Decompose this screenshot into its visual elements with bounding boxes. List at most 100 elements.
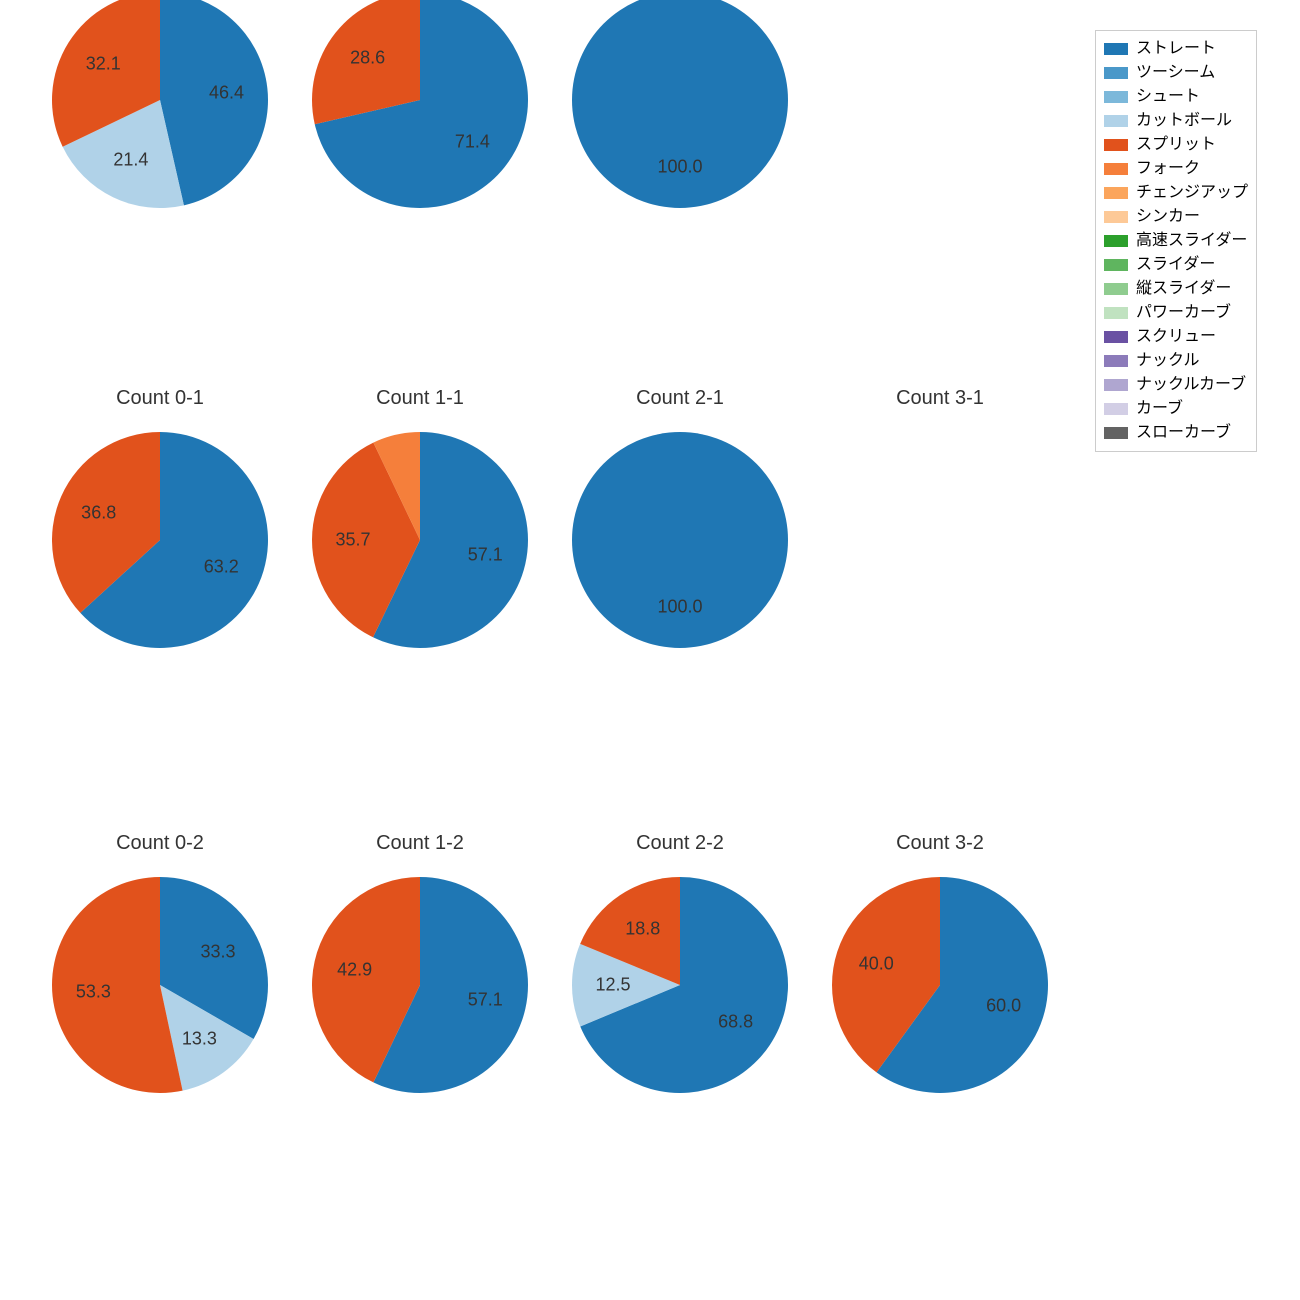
- legend-swatch: [1104, 211, 1128, 223]
- legend-swatch: [1104, 307, 1128, 319]
- panel-title: Count 0-2: [40, 832, 280, 855]
- pie-panel: Count 2-1100.0: [560, 432, 800, 648]
- slice-label: 60.0: [986, 995, 1021, 1016]
- pie-chart: 71.4 28.6: [312, 0, 528, 208]
- panel-title: Count 1-1: [300, 387, 540, 410]
- panel-title: Count 1-2: [300, 832, 540, 855]
- legend-item: 縦スライダー: [1104, 277, 1248, 301]
- panel-title: Count 3-2: [820, 832, 1060, 855]
- legend-swatch: [1104, 379, 1128, 391]
- legend-swatch: [1104, 427, 1128, 439]
- legend-item: シンカー: [1104, 205, 1248, 229]
- legend-label: ストレート: [1136, 37, 1216, 61]
- legend-label: パワーカーブ: [1136, 301, 1231, 325]
- slice-label: 53.3: [76, 982, 111, 1003]
- slice-label: 68.8: [718, 1012, 753, 1033]
- pie-chart: 100.0: [572, 432, 788, 648]
- legend-item: ツーシーム: [1104, 61, 1248, 85]
- legend-label: チェンジアップ: [1136, 181, 1248, 205]
- slice-label: 63.2: [204, 556, 239, 577]
- pie-panel: Count 3-0: [820, 0, 1060, 208]
- legend-item: フォーク: [1104, 157, 1248, 181]
- pie-panel: Count 0-046.421.432.1: [40, 0, 280, 208]
- pie-panel: Count 0-163.236.8: [40, 432, 280, 648]
- pie-panel: Count 2-0100.0: [560, 0, 800, 208]
- panel-title: Count 2-2: [560, 832, 800, 855]
- legend-swatch: [1104, 163, 1128, 175]
- legend-swatch: [1104, 67, 1128, 79]
- slice-label: 21.4: [113, 150, 148, 171]
- legend-swatch: [1104, 187, 1128, 199]
- legend-label: カーブ: [1136, 397, 1183, 421]
- chart-canvas: Count 0-046.421.432.1Count 1-071.428.6Co…: [0, 0, 1300, 1300]
- pie-chart: 57.1 42.9: [312, 877, 528, 1093]
- legend-swatch: [1104, 91, 1128, 103]
- pie-chart: 63.2 36.8: [52, 432, 268, 648]
- slice-label: 42.9: [337, 960, 372, 981]
- legend-item: ナックルカーブ: [1104, 373, 1248, 397]
- legend-label: 高速スライダー: [1136, 229, 1247, 253]
- slice-label: 40.0: [859, 954, 894, 975]
- legend: ストレートツーシームシュートカットボールスプリットフォークチェンジアップシンカー…: [1095, 30, 1257, 452]
- legend-label: ナックル: [1136, 349, 1200, 373]
- slice-label: 13.3: [182, 1029, 217, 1050]
- panel-title: Count 0-1: [40, 387, 280, 410]
- legend-item: ナックル: [1104, 349, 1248, 373]
- slice-label: 71.4: [455, 131, 490, 152]
- panel-title: Count 2-1: [560, 387, 800, 410]
- legend-swatch: [1104, 403, 1128, 415]
- legend-item: スライダー: [1104, 253, 1248, 277]
- slice-label: 35.7: [336, 529, 371, 550]
- legend-item: 高速スライダー: [1104, 229, 1248, 253]
- slice-label: 100.0: [657, 156, 702, 177]
- legend-item: スローカーブ: [1104, 421, 1248, 445]
- slice-label: 33.3: [200, 941, 235, 962]
- legend-label: カットボール: [1136, 109, 1232, 133]
- pie-chart: 60.0 40.0: [832, 877, 1048, 1093]
- legend-label: スプリット: [1136, 133, 1216, 157]
- legend-item: ストレート: [1104, 37, 1248, 61]
- slice-label: 46.4: [209, 82, 244, 103]
- legend-label: スローカーブ: [1136, 421, 1231, 445]
- legend-swatch: [1104, 43, 1128, 55]
- legend-label: フォーク: [1136, 157, 1200, 181]
- slice-label: 18.8: [625, 919, 660, 940]
- legend-item: シュート: [1104, 85, 1248, 109]
- slice-label: 36.8: [81, 503, 116, 524]
- pie-panel: Count 1-157.135.7: [300, 432, 540, 648]
- legend-swatch: [1104, 235, 1128, 247]
- legend-swatch: [1104, 283, 1128, 295]
- pie-panel: Count 1-257.142.9: [300, 877, 540, 1093]
- legend-label: スライダー: [1136, 253, 1215, 277]
- pie-panel: Count 2-268.812.518.8: [560, 877, 800, 1093]
- legend-label: スクリュー: [1136, 325, 1216, 349]
- slice-label: 57.1: [468, 989, 503, 1010]
- legend-swatch: [1104, 355, 1128, 367]
- slice-label: 100.0: [657, 596, 702, 617]
- legend-label: シュート: [1136, 85, 1200, 109]
- pie-panel: Count 3-1: [820, 432, 1060, 648]
- legend-swatch: [1104, 331, 1128, 343]
- legend-item: チェンジアップ: [1104, 181, 1248, 205]
- pie-panel: Count 3-260.040.0: [820, 877, 1060, 1093]
- panel-title: Count 3-1: [820, 387, 1060, 410]
- legend-item: スクリュー: [1104, 325, 1248, 349]
- legend-swatch: [1104, 115, 1128, 127]
- legend-item: カットボール: [1104, 109, 1248, 133]
- pie-chart: 33.3 13.3 53.3: [52, 877, 268, 1093]
- legend-swatch: [1104, 259, 1128, 271]
- pie-chart: 100.0: [572, 0, 788, 208]
- legend-item: スプリット: [1104, 133, 1248, 157]
- pie-panel: Count 0-233.313.353.3: [40, 877, 280, 1093]
- legend-swatch: [1104, 139, 1128, 151]
- pie-chart: 68.812.518.8: [572, 877, 788, 1093]
- slice-label: 28.6: [350, 48, 385, 69]
- legend-label: ナックルカーブ: [1136, 373, 1246, 397]
- pie-panel: Count 1-071.428.6: [300, 0, 540, 208]
- legend-label: ツーシーム: [1136, 61, 1215, 85]
- legend-item: カーブ: [1104, 397, 1248, 421]
- slice-label: 57.1: [468, 544, 503, 565]
- pie-chart: 57.1 35.7: [312, 432, 528, 648]
- legend-item: パワーカーブ: [1104, 301, 1248, 325]
- slice-label: 32.1: [86, 54, 121, 75]
